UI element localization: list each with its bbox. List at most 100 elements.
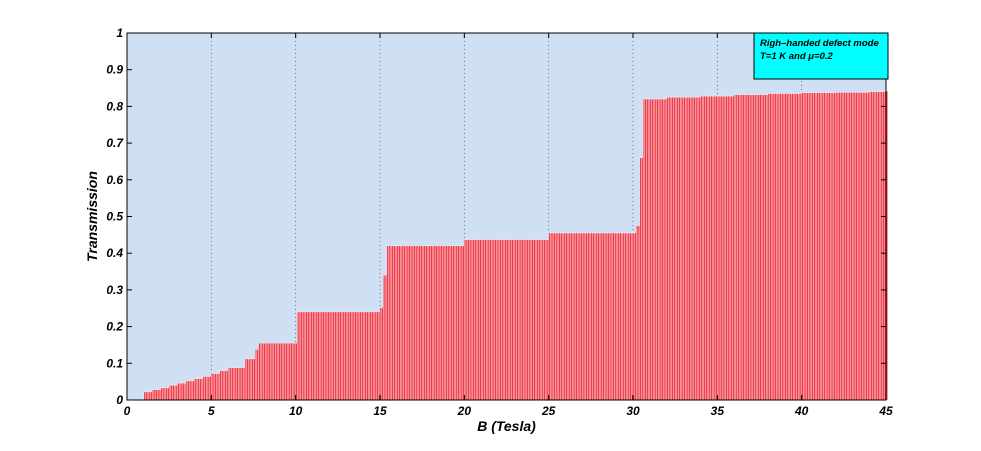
bar — [438, 245, 441, 401]
bar — [496, 239, 499, 401]
bar — [787, 93, 791, 401]
bar — [430, 245, 433, 401]
bar — [707, 95, 710, 401]
bar — [479, 239, 482, 401]
bar — [425, 245, 428, 401]
bar — [455, 245, 458, 401]
bar — [740, 94, 743, 401]
bar — [238, 367, 241, 401]
bar — [573, 232, 576, 401]
bar — [678, 97, 681, 401]
bar — [723, 95, 726, 401]
bar — [408, 245, 411, 401]
bar — [475, 239, 479, 401]
bar — [779, 93, 782, 401]
bar — [265, 342, 268, 401]
bar — [214, 373, 217, 401]
bar — [369, 311, 372, 401]
bar — [814, 92, 818, 401]
bar — [612, 232, 615, 401]
bar — [737, 94, 740, 401]
bar — [216, 373, 219, 401]
bar — [266, 342, 269, 401]
bar — [588, 232, 592, 401]
bar — [401, 245, 404, 401]
bar — [317, 311, 320, 401]
bar — [368, 311, 371, 401]
bar — [624, 232, 627, 401]
bar — [450, 245, 453, 401]
bar — [180, 382, 183, 401]
bar — [526, 239, 529, 401]
x-tick-label: 0 — [124, 404, 131, 418]
bar — [546, 239, 549, 401]
bar — [447, 245, 450, 401]
bar — [391, 245, 394, 401]
bar — [531, 239, 534, 401]
bar — [502, 239, 505, 401]
bar — [764, 94, 767, 401]
bar — [659, 98, 662, 401]
bar — [189, 380, 192, 401]
bar — [755, 94, 758, 401]
bar — [745, 94, 748, 401]
bar — [378, 311, 381, 401]
bar — [853, 92, 856, 401]
bar — [288, 342, 291, 401]
bar — [474, 239, 477, 401]
bar — [457, 245, 460, 401]
bar — [734, 94, 737, 401]
bar — [548, 232, 551, 401]
bar — [459, 245, 462, 401]
bar — [875, 91, 878, 401]
bar — [874, 91, 877, 401]
x-axis-label: B (Tesla) — [477, 418, 536, 434]
bar — [695, 97, 698, 401]
bar — [816, 92, 819, 401]
bar — [157, 389, 160, 401]
bar — [384, 275, 387, 401]
tick-layer: 0 5 10 15 20 25 30 35 40 45 0 0.1 0.2 0.3 0.4 0.5 0.6 0.7… — [106, 26, 893, 418]
bar — [742, 94, 745, 401]
bar — [194, 378, 197, 401]
bar — [248, 358, 251, 401]
bar — [147, 391, 150, 401]
bar — [855, 92, 858, 401]
bar — [416, 245, 419, 401]
y-tick-label: 0.5 — [106, 210, 123, 224]
bar — [489, 239, 492, 401]
bar — [666, 97, 669, 401]
bar — [177, 382, 180, 401]
bar — [801, 92, 804, 401]
bar — [204, 376, 207, 401]
y-axis-label: Transmission — [84, 171, 100, 262]
bar — [545, 239, 548, 401]
bar — [437, 245, 440, 401]
bar — [621, 232, 624, 401]
bar — [170, 385, 173, 401]
bar — [774, 93, 777, 401]
bar — [506, 239, 509, 401]
bar — [703, 95, 706, 401]
bar — [460, 245, 463, 401]
y-tick-label: 0.4 — [106, 246, 123, 260]
bar — [400, 245, 403, 401]
bar — [310, 311, 313, 401]
bar — [352, 311, 355, 401]
bar — [167, 387, 170, 401]
bar — [219, 370, 222, 401]
bar — [857, 92, 860, 401]
bar — [386, 245, 389, 401]
bar — [680, 97, 683, 401]
bar — [452, 245, 455, 401]
bar — [523, 239, 526, 401]
bar — [749, 94, 752, 401]
bar — [636, 225, 639, 401]
bar — [578, 232, 581, 401]
bar — [373, 311, 376, 401]
x-tick-label: 20 — [457, 404, 472, 418]
bar — [197, 378, 200, 401]
bar — [872, 91, 875, 401]
bar — [732, 95, 735, 401]
